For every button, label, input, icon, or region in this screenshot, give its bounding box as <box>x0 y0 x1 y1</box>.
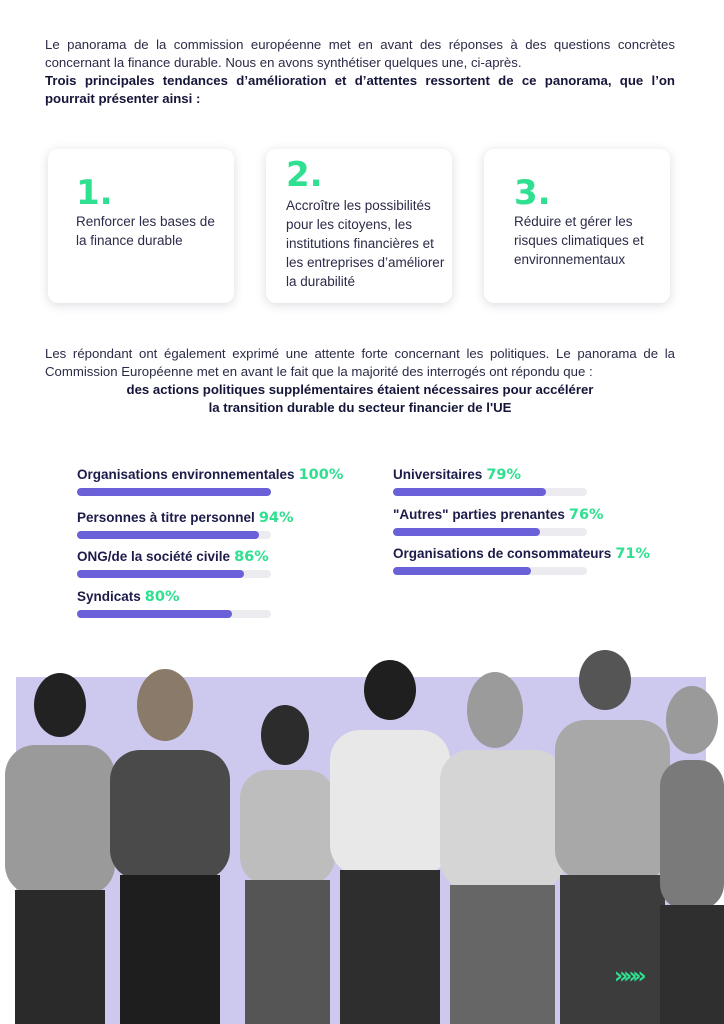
bar-value-label: 71% <box>615 546 651 562</box>
trend-number: 1. <box>76 173 113 213</box>
bar-ong-societe-civile: ONG/de la société civile 86% <box>77 548 271 578</box>
bar-fill <box>393 567 531 575</box>
intro-text: Le panorama de la commission européenne … <box>45 36 675 108</box>
policy-paragraph: Les répondant ont également exprimé une … <box>45 346 675 379</box>
bar-personnes-titre-personnel: Personnes à titre personnel 94% <box>77 509 294 539</box>
bar-syndicats: Syndicats 80% <box>77 588 271 618</box>
bar-fill <box>77 488 271 496</box>
bar-track <box>77 488 271 496</box>
bar-value-label: 76% <box>568 507 604 523</box>
policy-text: Les répondant ont également exprimé une … <box>45 345 675 417</box>
policy-bold-line-2: la transition durable du secteur financi… <box>208 400 512 415</box>
bar-fill <box>77 610 233 618</box>
trend-text: Réduire et gérer les risques climatiques… <box>514 214 644 267</box>
bar-value-label: 80% <box>144 589 180 605</box>
bar-label: ONG/de la société civile <box>77 549 231 564</box>
bar-label: Personnes à titre personnel <box>77 510 255 525</box>
trend-number: 3. <box>514 173 551 213</box>
trend-card-3: 3. Réduire et gérer les risques climatiq… <box>484 149 670 303</box>
trend-card-2: 2. Accroître les possibilités pour les c… <box>266 149 452 303</box>
intro-paragraph: Le panorama de la commission européenne … <box>45 37 675 70</box>
trend-text: Accroître les possibilités pour les cito… <box>286 198 445 289</box>
bar-fill <box>77 570 244 578</box>
bar-track <box>393 567 587 575</box>
bar-fill <box>393 528 541 536</box>
bar-value-label: 94% <box>258 510 294 526</box>
bar-fill <box>77 531 260 539</box>
trend-card-1: 1. Renforcer les bases de la finance dur… <box>48 149 234 303</box>
bar-value-label: 79% <box>486 467 522 483</box>
bar-track <box>77 531 271 539</box>
bar-label: Universitaires <box>393 467 483 482</box>
bar-universitaires: Universitaires 79% <box>393 466 587 496</box>
bar-label: Organisations environnementales <box>77 467 295 482</box>
bar-value-label: 100% <box>298 467 344 483</box>
double-chevron-right-icon: »»» <box>614 964 647 989</box>
bar-track <box>77 570 271 578</box>
policy-bold-line-1: des actions politiques supplémentaires é… <box>126 382 594 397</box>
bar-autres-parties-prenantes: "Autres" parties prenantes 76% <box>393 506 604 536</box>
group-photo <box>5 650 724 1024</box>
bar-track <box>393 488 587 496</box>
bar-track <box>77 610 271 618</box>
trend-text: Renforcer les bases de la finance durabl… <box>76 214 215 248</box>
bar-label: "Autres" parties prenantes <box>393 507 565 522</box>
bar-label: Syndicats <box>77 589 141 604</box>
bar-organisations-consommateurs: Organisations de consommateurs 71% <box>393 545 651 575</box>
intro-bold: Trois principales tendances d’améliorati… <box>45 73 675 106</box>
bar-fill <box>393 488 547 496</box>
trend-number: 2. <box>286 155 323 195</box>
bar-organisations-environnementales: Organisations environnementales 100% <box>77 466 344 496</box>
bar-label: Organisations de consommateurs <box>393 546 612 561</box>
bar-track <box>393 528 587 536</box>
bar-value-label: 86% <box>234 549 269 565</box>
